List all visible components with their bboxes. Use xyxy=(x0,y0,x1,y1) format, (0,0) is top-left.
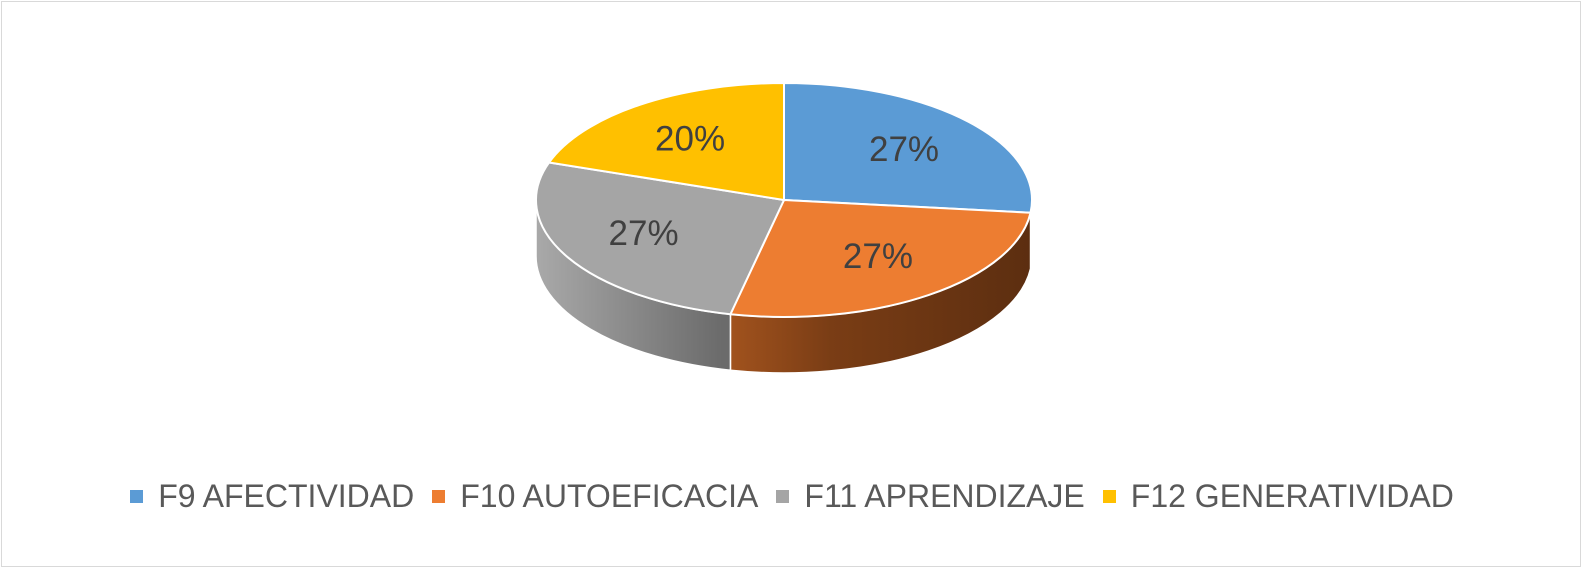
legend-label: F9 AFECTIVIDAD xyxy=(158,477,415,514)
legend-label: F10 AUTOEFICACIA xyxy=(460,477,759,514)
pie-slice-f11-aprendizaje xyxy=(535,161,786,316)
legend-label: F11 APRENDIZAJE xyxy=(804,477,1085,514)
data-label-f10-autoeficacia: 27% xyxy=(843,237,913,276)
legend-swatch xyxy=(432,489,446,503)
data-label-f9-afectividad: 27% xyxy=(869,130,939,169)
legend-swatch xyxy=(776,489,790,503)
legend-label: F12 GENERATIVIDAD xyxy=(1130,477,1454,514)
data-label-f12-generatividad: 20% xyxy=(655,119,725,158)
legend-item-f10-autoeficacia: F10 AUTOEFICACIA xyxy=(432,478,758,515)
pie-slice-f12-generatividad xyxy=(547,81,785,202)
legend-swatch xyxy=(130,489,144,503)
pie-slice-f10-autoeficacia xyxy=(728,198,1032,318)
legend-swatch xyxy=(1102,489,1116,503)
pie-slice-f9-afectividad xyxy=(783,81,1033,214)
legend-item-f11-aprendizaje: F11 APRENDIZAJE xyxy=(776,477,1085,515)
legend-item-f9-afectividad: F9 AFECTIVIDAD xyxy=(130,478,414,515)
legend: F9 AFECTIVIDAD F10 AUTOEFICACIA F11 APREND… xyxy=(0,474,1584,518)
legend-item-f12-generatividad: F12 GENERATIVIDAD xyxy=(1102,477,1454,515)
data-label-f11-aprendizaje: 27% xyxy=(609,214,679,253)
